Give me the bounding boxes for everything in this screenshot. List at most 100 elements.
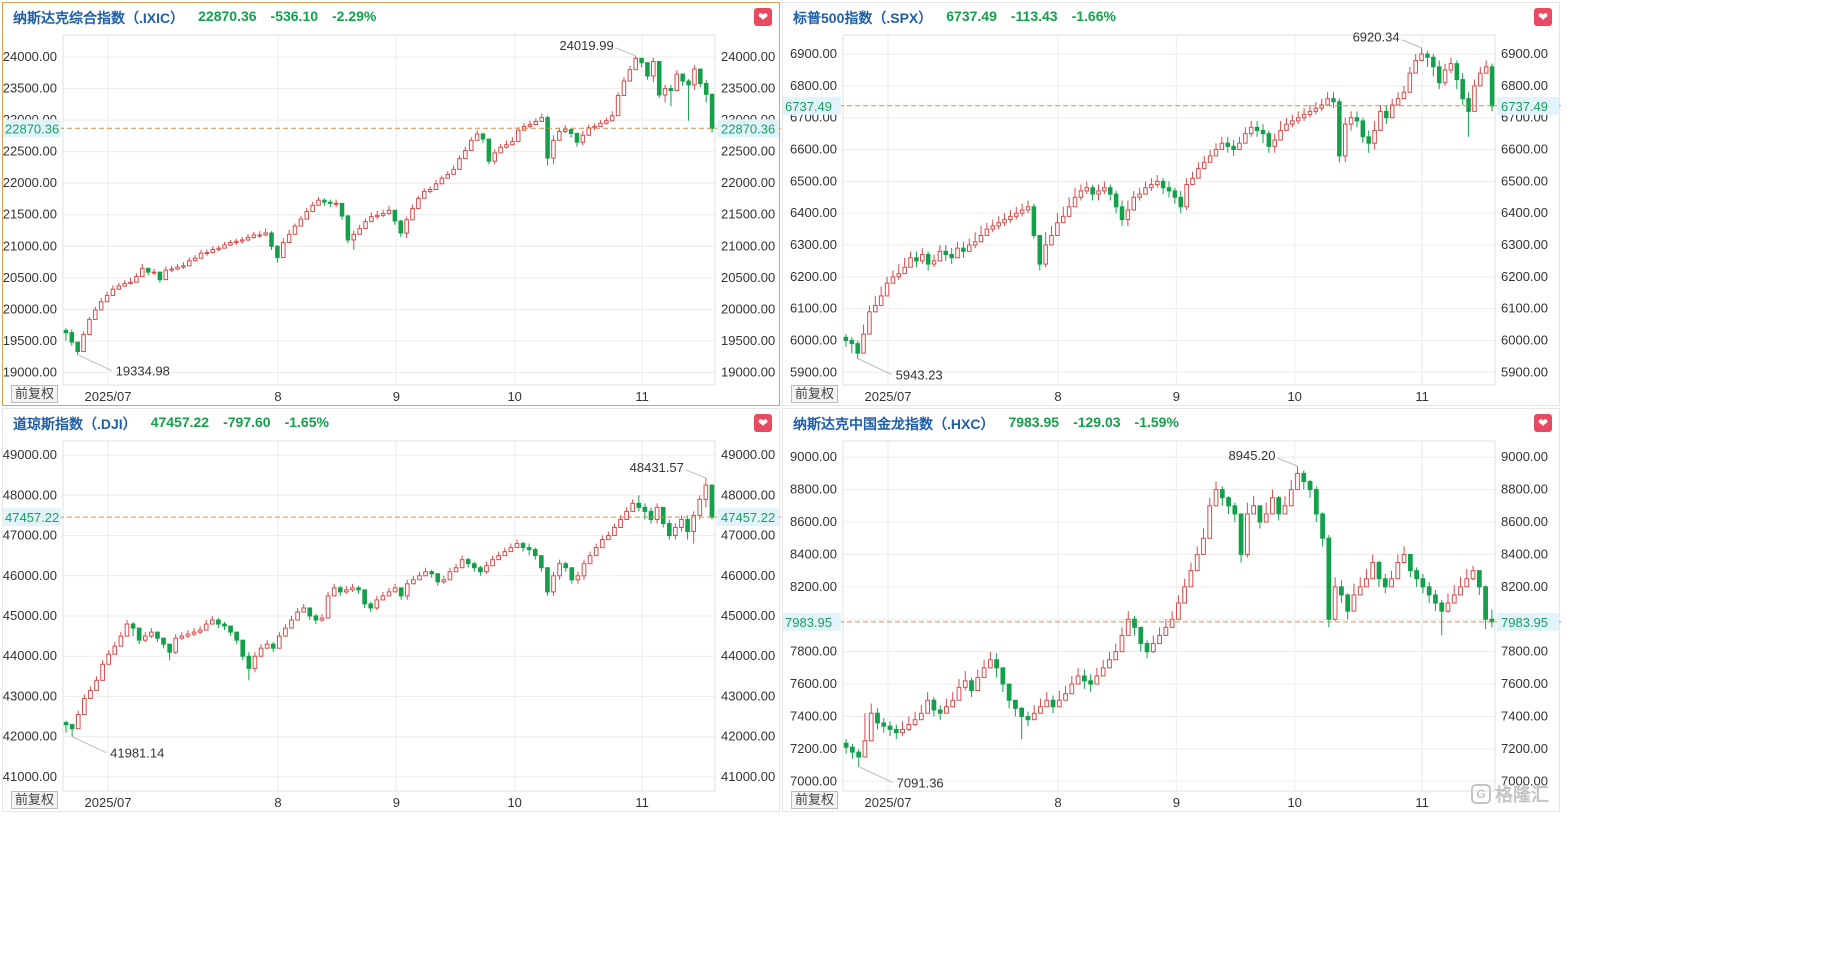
candle[interactable]: [604, 117, 609, 125]
candle[interactable]: [1019, 706, 1025, 740]
candle[interactable]: [251, 231, 257, 239]
candle[interactable]: [674, 70, 680, 92]
candle[interactable]: [698, 68, 703, 88]
candle[interactable]: [1063, 685, 1068, 701]
candle[interactable]: [1348, 111, 1354, 131]
candle[interactable]: [925, 251, 931, 271]
candle[interactable]: [468, 137, 474, 151]
candle[interactable]: [163, 266, 169, 281]
candle[interactable]: [283, 624, 288, 637]
candle[interactable]: [972, 232, 978, 249]
candle[interactable]: [155, 631, 160, 643]
candle[interactable]: [1301, 108, 1307, 121]
candle[interactable]: [679, 515, 684, 532]
candle[interactable]: [486, 138, 492, 165]
candle[interactable]: [325, 591, 331, 619]
candle[interactable]: [93, 306, 98, 320]
candle[interactable]: [1090, 184, 1095, 201]
candle[interactable]: [843, 739, 849, 754]
candle[interactable]: [1357, 577, 1363, 596]
candle[interactable]: [697, 495, 703, 520]
candle[interactable]: [1000, 667, 1006, 693]
candle[interactable]: [1433, 590, 1438, 612]
candle[interactable]: [906, 716, 912, 732]
candle[interactable]: [1025, 200, 1031, 214]
candle[interactable]: [185, 630, 191, 639]
candle[interactable]: [1351, 583, 1357, 612]
candle[interactable]: [337, 585, 343, 596]
candle[interactable]: [106, 650, 112, 665]
panel-spx[interactable]: 标普500指数（.SPX） 6737.49 -113.43 -1.66% ❤ 5…: [782, 2, 1561, 406]
candle[interactable]: [961, 241, 966, 258]
candle[interactable]: [937, 245, 943, 262]
candle[interactable]: [1395, 92, 1401, 106]
candle[interactable]: [1401, 85, 1407, 100]
candle[interactable]: [1006, 683, 1012, 709]
candle[interactable]: [1119, 627, 1125, 653]
candle[interactable]: [521, 123, 527, 131]
candle[interactable]: [1320, 512, 1325, 547]
candle[interactable]: [1138, 626, 1144, 652]
candle[interactable]: [867, 305, 872, 335]
candle[interactable]: [1483, 585, 1488, 629]
candle[interactable]: [1125, 611, 1131, 636]
candle[interactable]: [1125, 200, 1131, 226]
candle[interactable]: [1483, 60, 1489, 74]
candle[interactable]: [1376, 560, 1382, 587]
candle[interactable]: [1201, 528, 1206, 555]
candle[interactable]: [1414, 567, 1420, 587]
candle[interactable]: [515, 127, 521, 143]
candle[interactable]: [304, 207, 310, 220]
candle[interactable]: [110, 285, 116, 296]
candle[interactable]: [532, 547, 538, 560]
candle[interactable]: [1431, 54, 1436, 77]
candle[interactable]: [962, 671, 968, 691]
candle[interactable]: [421, 188, 427, 199]
candle[interactable]: [1448, 57, 1454, 74]
candle[interactable]: [416, 195, 421, 209]
candle[interactable]: [1451, 585, 1457, 604]
candle[interactable]: [862, 713, 868, 758]
candle[interactable]: [1419, 47, 1424, 61]
candle[interactable]: [691, 511, 697, 544]
candle[interactable]: [580, 130, 586, 146]
candle[interactable]: [1420, 573, 1426, 594]
candle[interactable]: [1332, 577, 1338, 621]
candle[interactable]: [1278, 120, 1283, 141]
candle[interactable]: [112, 642, 118, 655]
candle[interactable]: [575, 571, 581, 584]
candle[interactable]: [662, 84, 668, 103]
candle[interactable]: [435, 573, 441, 586]
candle[interactable]: [586, 124, 591, 136]
candle[interactable]: [890, 270, 896, 284]
candle[interactable]: [451, 165, 456, 175]
candle[interactable]: [1401, 546, 1407, 565]
candle[interactable]: [1190, 171, 1195, 186]
candle[interactable]: [1019, 203, 1025, 217]
candle[interactable]: [1248, 120, 1254, 137]
candle[interactable]: [369, 212, 374, 223]
candle[interactable]: [145, 267, 151, 276]
candle[interactable]: [453, 563, 459, 573]
candle[interactable]: [1075, 667, 1081, 685]
candle[interactable]: [1282, 496, 1288, 515]
candle[interactable]: [1436, 60, 1442, 90]
candle[interactable]: [124, 620, 130, 637]
candle[interactable]: [918, 705, 924, 721]
candle[interactable]: [404, 579, 410, 600]
candle[interactable]: [551, 135, 556, 165]
candle[interactable]: [636, 495, 642, 512]
candle[interactable]: [392, 209, 398, 225]
candle[interactable]: [465, 557, 471, 568]
candle[interactable]: [149, 628, 154, 639]
candle[interactable]: [301, 603, 307, 613]
candle[interactable]: [63, 720, 69, 733]
candle[interactable]: [1263, 502, 1269, 523]
candle[interactable]: [298, 215, 304, 227]
candle[interactable]: [1439, 599, 1445, 636]
candle[interactable]: [98, 297, 104, 311]
candle[interactable]: [994, 653, 999, 678]
candle[interactable]: [169, 265, 174, 273]
candle[interactable]: [1413, 54, 1418, 74]
candle[interactable]: [967, 238, 972, 252]
